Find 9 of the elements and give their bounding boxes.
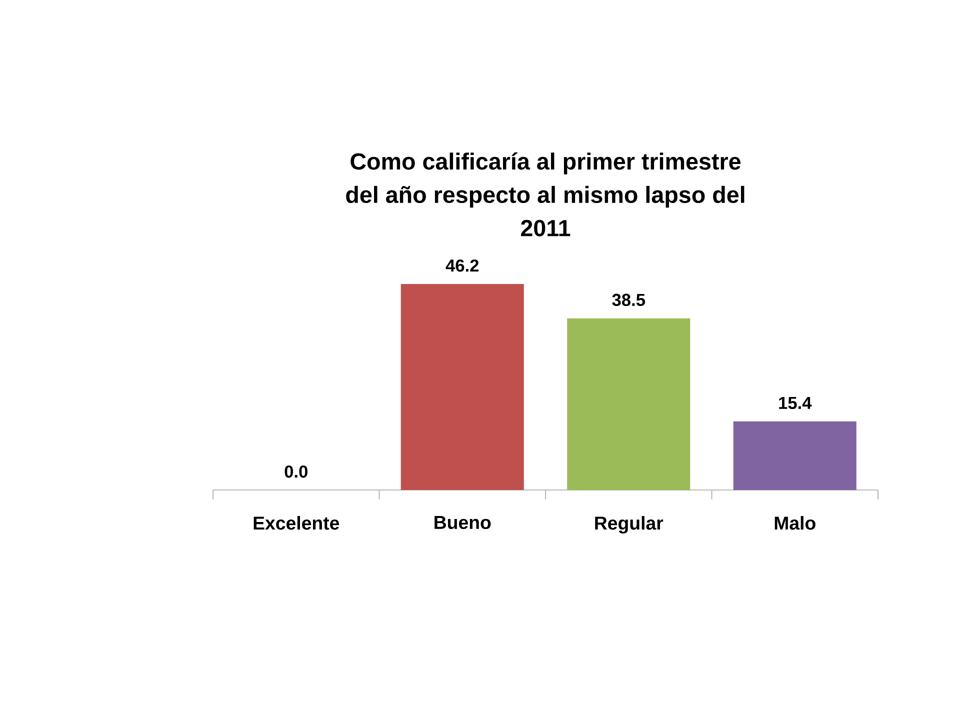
data-label: 0.0 <box>284 465 308 478</box>
data-label: 38.5 <box>612 294 646 306</box>
x-tick-label: Regular <box>595 516 664 534</box>
chart-title: Como calificaría al primer trimestre del año respecto al mismo lapso del 2011 <box>346 152 744 236</box>
data-label: 15.4 <box>779 396 812 410</box>
x-tick-label: Bueno <box>434 516 491 530</box>
x-tick-label: Excelente <box>254 516 340 530</box>
x-tick-label: Malo <box>774 516 816 530</box>
data-label: 46.2 <box>446 259 479 272</box>
